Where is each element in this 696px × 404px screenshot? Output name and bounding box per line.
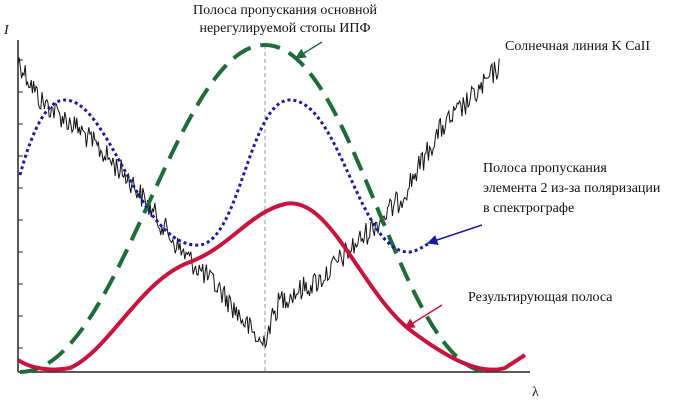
resulting-band-curve xyxy=(16,201,527,372)
y-axis-label: I xyxy=(3,23,10,38)
annotation: нерегулируемой стопы ИПФ xyxy=(199,21,370,36)
arrow xyxy=(427,224,483,245)
solar-line-curve xyxy=(17,57,500,348)
arrow xyxy=(295,41,323,59)
axes xyxy=(17,40,530,373)
annotation: Солнечная линия K CaII xyxy=(505,39,650,54)
annotation: Результирующая полоса xyxy=(468,290,613,305)
ipf-band-curve xyxy=(19,42,491,374)
annotation: Полоса пропускания основной xyxy=(193,3,377,18)
annotation: элемента 2 из-за поляризации xyxy=(483,181,661,196)
annotation: в спектрографе xyxy=(483,201,574,216)
arrow xyxy=(404,304,443,329)
x-axis-label: λ xyxy=(532,385,539,400)
annotation: Полоса пропускания xyxy=(483,161,607,176)
polarization-band-curve xyxy=(18,98,436,254)
